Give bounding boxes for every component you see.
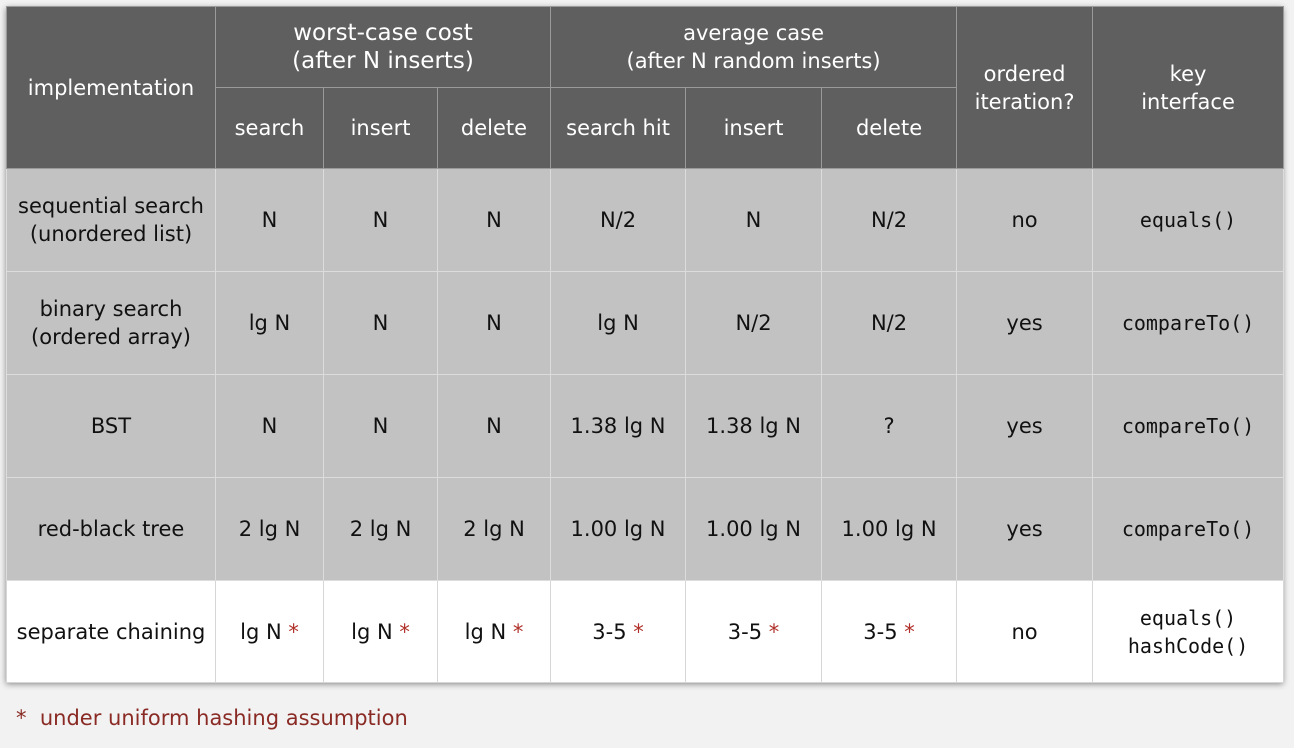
avg-search-hit: N/2 (550, 168, 687, 272)
worst-insert: lg N * (323, 580, 438, 683)
avg-insert: 3-5 * (685, 580, 823, 683)
footnote-marker: * (16, 706, 27, 730)
avg-search-hit: 1.00 lg N (550, 477, 687, 581)
avg-delete: 3-5 * (821, 580, 958, 683)
table-row: red-black tree 2 lg N 2 lg N 2 lg N 1.00… (6, 477, 1285, 581)
worst-insert: N (323, 271, 438, 375)
avg-insert: N (685, 168, 823, 272)
symbol-table-comparison: implementation worst-case cost (after N … (6, 6, 1285, 683)
subheader-search: search (215, 87, 324, 169)
avg-insert: N/2 (685, 271, 823, 375)
key-interface: compareTo() (1092, 374, 1285, 478)
table-row: sequential search (unordered list) N N N… (6, 168, 1285, 272)
avg-insert: 1.38 lg N (685, 374, 823, 478)
avg-delete: 1.00 lg N (821, 477, 958, 581)
worst-search: lg N * (215, 580, 324, 683)
avg-delete: ? (821, 374, 958, 478)
key-interface: compareTo() (1092, 271, 1285, 375)
worst-delete: lg N * (436, 580, 552, 683)
header-ordered-iteration: ordered iteration? (956, 6, 1094, 169)
header-worst-case: worst-case cost (after N inserts) (214, 6, 552, 88)
subheader-search-hit: search hit (550, 87, 687, 169)
key-interface: equals() (1092, 168, 1285, 272)
subheader-insert: insert (323, 87, 438, 169)
ordered-iteration: yes (956, 477, 1094, 581)
worst-search: N (215, 374, 324, 478)
subheader-avg-insert: insert (685, 87, 823, 169)
footnote-text: under uniform hashing assumption (39, 706, 408, 730)
worst-delete: 2 lg N (436, 477, 552, 581)
header-key-interface: key interface (1092, 6, 1285, 169)
implementation-name: binary search (ordered array) (6, 271, 216, 375)
worst-delete: N (436, 168, 552, 272)
avg-search-hit: 1.38 lg N (550, 374, 687, 478)
implementation-name: BST (6, 374, 216, 478)
ordered-iteration: yes (956, 271, 1094, 375)
header-implementation: implementation (6, 6, 216, 169)
table-row: separate chaining lg N * lg N * lg N * 3… (6, 580, 1285, 683)
worst-delete: N (436, 271, 552, 375)
footnote-star: * (512, 619, 524, 644)
table-row: BST N N N 1.38 lg N 1.38 lg N ? yes comp… (6, 374, 1285, 478)
footnote-star: * (288, 619, 299, 644)
implementation-name: sequential search (unordered list) (6, 168, 216, 272)
worst-insert: N (323, 168, 438, 272)
avg-search-hit: 3-5 * (550, 580, 687, 683)
implementation-name: separate chaining (6, 580, 216, 683)
comparison-table-frame: implementation worst-case cost (after N … (6, 6, 1285, 683)
avg-delete: N/2 (821, 271, 958, 375)
ordered-iteration: no (956, 168, 1094, 272)
footnote-star: * (768, 619, 780, 644)
key-interface: compareTo() (1092, 477, 1285, 581)
footnote: * under uniform hashing assumption (16, 706, 408, 730)
implementation-name: red-black tree (6, 477, 216, 581)
footnote-star: * (399, 619, 410, 644)
worst-search: N (215, 168, 324, 272)
subheader-delete: delete (436, 87, 552, 169)
avg-delete: N/2 (821, 168, 958, 272)
worst-delete: N (436, 374, 552, 478)
worst-insert: 2 lg N (323, 477, 438, 581)
table-row: binary search (ordered array) lg N N N l… (6, 271, 1285, 375)
subheader-avg-delete: delete (821, 87, 958, 169)
ordered-iteration: no (956, 580, 1094, 683)
worst-insert: N (323, 374, 438, 478)
avg-insert: 1.00 lg N (685, 477, 823, 581)
ordered-iteration: yes (956, 374, 1094, 478)
worst-search: 2 lg N (215, 477, 324, 581)
footnote-star: * (904, 619, 915, 644)
footnote-star: * (633, 619, 644, 644)
avg-search-hit: lg N (550, 271, 687, 375)
worst-search: lg N (215, 271, 324, 375)
key-interface: equals() hashCode() (1092, 580, 1285, 683)
header-average-case: average case (after N random inserts) (550, 6, 958, 88)
